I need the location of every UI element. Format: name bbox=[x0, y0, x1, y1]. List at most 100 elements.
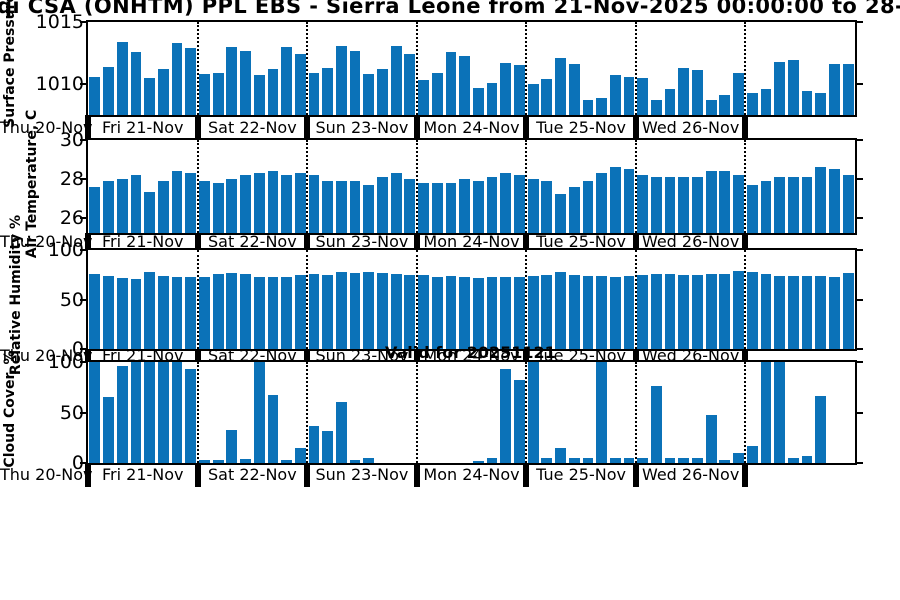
bar bbox=[514, 276, 525, 349]
bar bbox=[678, 274, 690, 349]
bar bbox=[527, 362, 539, 463]
day-gridline bbox=[634, 140, 637, 233]
bar bbox=[746, 445, 758, 463]
bar bbox=[89, 273, 101, 349]
y-tick-label: 50 bbox=[59, 288, 84, 311]
bar bbox=[719, 171, 731, 233]
bar bbox=[294, 447, 306, 463]
bar bbox=[253, 276, 265, 349]
bar bbox=[596, 97, 607, 115]
day-separator bbox=[413, 349, 420, 362]
bar bbox=[144, 362, 156, 463]
bar bbox=[733, 174, 744, 233]
bar bbox=[130, 278, 142, 349]
humidity-day-axis: Thu 20-Nov Fri 21-Nov Sat 22-Nov Sun 23-Nov… bbox=[0, 348, 900, 364]
bar bbox=[787, 60, 799, 115]
bar bbox=[486, 457, 498, 463]
day-gridline bbox=[415, 22, 418, 115]
bar bbox=[377, 69, 388, 115]
bar bbox=[171, 171, 183, 233]
bar bbox=[116, 178, 128, 233]
day-gridline bbox=[196, 22, 199, 115]
day-label: Wed 26-Nov bbox=[641, 118, 740, 137]
bar bbox=[130, 362, 142, 463]
bar bbox=[349, 180, 361, 233]
bar bbox=[281, 174, 292, 233]
day-gridline bbox=[306, 22, 309, 115]
bar bbox=[774, 362, 786, 463]
day-separator bbox=[742, 349, 749, 362]
bar bbox=[651, 100, 662, 115]
bar bbox=[486, 276, 498, 349]
bar bbox=[829, 64, 840, 115]
bar bbox=[390, 172, 402, 233]
temperature-day-axis: Thu 20-Nov Fri 21-Nov Sat 22-Nov Sun 23-Nov… bbox=[0, 233, 900, 250]
day-label: Wed 26-Nov bbox=[641, 465, 740, 484]
bar bbox=[678, 67, 690, 115]
bar bbox=[637, 274, 649, 349]
y-tick-mark-left bbox=[80, 177, 88, 180]
day-gridline bbox=[306, 362, 309, 463]
bar bbox=[582, 275, 594, 349]
bar bbox=[500, 369, 512, 463]
bar bbox=[157, 69, 169, 115]
bar bbox=[527, 84, 539, 115]
bar bbox=[568, 274, 580, 349]
bar bbox=[199, 180, 210, 233]
bar bbox=[445, 275, 457, 349]
day-label-outside: Thu 20-Nov bbox=[0, 465, 93, 484]
bar bbox=[609, 457, 621, 463]
bar bbox=[555, 271, 566, 349]
day-separator bbox=[413, 115, 420, 140]
y-tick-mark-left bbox=[80, 298, 88, 301]
bar bbox=[555, 194, 566, 233]
bar bbox=[815, 396, 827, 463]
day-separator bbox=[85, 115, 91, 140]
day-gridline bbox=[634, 362, 637, 463]
day-separator bbox=[85, 349, 91, 362]
bar bbox=[240, 50, 251, 115]
bar bbox=[103, 180, 114, 233]
bar bbox=[664, 89, 676, 115]
day-label: Fri 21-Nov bbox=[102, 118, 184, 137]
day-label: Sun 23-Nov bbox=[315, 465, 409, 484]
bar bbox=[212, 182, 224, 233]
bar bbox=[555, 447, 566, 463]
bar bbox=[89, 186, 101, 233]
bar bbox=[678, 457, 690, 463]
bar bbox=[459, 55, 471, 115]
pressure-day-axis: Thu 20-Nov Fri 21-Nov Sat 22-Nov Sun 23-Nov… bbox=[0, 115, 900, 140]
bar bbox=[308, 174, 320, 233]
day-separator bbox=[413, 463, 420, 487]
bar bbox=[322, 274, 334, 349]
bar bbox=[185, 369, 197, 463]
y-tick-mark-left bbox=[80, 411, 88, 414]
bar bbox=[596, 172, 607, 233]
bar bbox=[472, 277, 484, 349]
bar bbox=[363, 271, 375, 349]
day-separator bbox=[194, 233, 201, 250]
bar bbox=[116, 41, 128, 115]
bar bbox=[157, 180, 169, 233]
day-label: Mon 24-Nov bbox=[423, 232, 520, 251]
day-gridline bbox=[744, 250, 747, 349]
bar bbox=[103, 275, 114, 349]
day-separator bbox=[194, 349, 201, 362]
day-gridline bbox=[525, 250, 528, 349]
bar bbox=[144, 192, 156, 233]
day-gridline bbox=[196, 250, 199, 349]
bar bbox=[746, 184, 758, 233]
bar bbox=[500, 172, 512, 233]
pressure-plot bbox=[86, 20, 857, 117]
bar bbox=[267, 395, 279, 463]
bar bbox=[527, 178, 539, 233]
bar bbox=[568, 64, 580, 115]
day-label: Tue 25-Nov bbox=[536, 118, 626, 137]
bar bbox=[609, 75, 621, 115]
day-separator bbox=[523, 349, 530, 362]
y-tick-mark-right bbox=[855, 361, 863, 363]
bar bbox=[199, 460, 210, 463]
cloud-cover-plot bbox=[86, 360, 857, 465]
y-tick-label: 0 bbox=[71, 338, 84, 360]
y-tick-mark-right bbox=[855, 462, 863, 464]
